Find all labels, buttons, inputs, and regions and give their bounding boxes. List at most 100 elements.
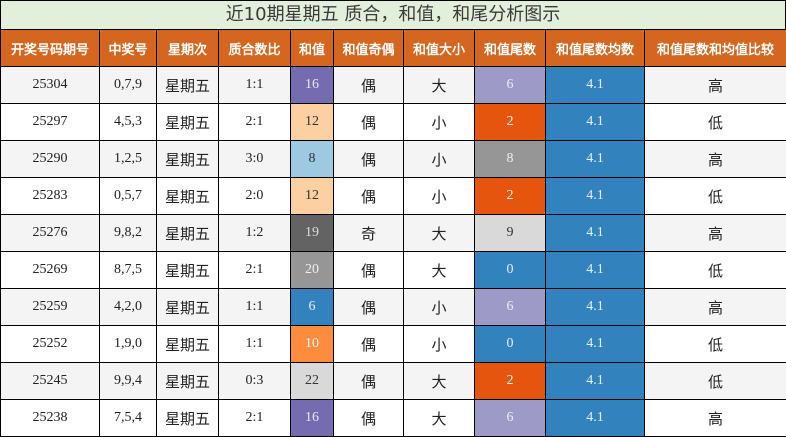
cell-size: 小 xyxy=(404,104,475,141)
cell-sum: 22 xyxy=(291,363,334,400)
cell-weekday: 星期五 xyxy=(157,141,219,178)
table-row: 25304 0,7,9 星期五 1:1 16 偶 大 6 4.1 高 xyxy=(1,67,786,104)
cell-ratio: 2:1 xyxy=(219,400,291,437)
cell-tail: 6 xyxy=(475,289,546,326)
cell-sum: 16 xyxy=(291,400,334,437)
cell-parity: 偶 xyxy=(334,289,404,326)
cell-period: 25283 xyxy=(1,178,100,215)
cell-size: 大 xyxy=(404,363,475,400)
header-parity: 和值奇偶 xyxy=(334,30,404,67)
cell-tail: 6 xyxy=(475,67,546,104)
cell-avg: 4.1 xyxy=(546,178,645,215)
cell-sum: 16 xyxy=(291,67,334,104)
cell-parity: 偶 xyxy=(334,104,404,141)
cell-weekday: 星期五 xyxy=(157,67,219,104)
cell-compare: 低 xyxy=(645,104,786,141)
cell-sum: 10 xyxy=(291,326,334,363)
cell-avg: 4.1 xyxy=(546,400,645,437)
cell-size: 大 xyxy=(404,67,475,104)
cell-compare: 高 xyxy=(645,215,786,252)
cell-compare: 低 xyxy=(645,326,786,363)
cell-parity: 偶 xyxy=(334,178,404,215)
cell-size: 小 xyxy=(404,289,475,326)
cell-sum: 20 xyxy=(291,252,334,289)
cell-weekday: 星期五 xyxy=(157,215,219,252)
cell-avg: 4.1 xyxy=(546,326,645,363)
cell-ratio: 1:1 xyxy=(219,326,291,363)
table-row: 25283 0,5,7 星期五 2:0 12 偶 小 2 4.1 低 xyxy=(1,178,786,215)
cell-avg: 4.1 xyxy=(546,141,645,178)
cell-weekday: 星期五 xyxy=(157,400,219,437)
cell-weekday: 星期五 xyxy=(157,326,219,363)
cell-sum: 19 xyxy=(291,215,334,252)
cell-numbers: 8,7,5 xyxy=(100,252,157,289)
cell-numbers: 1,2,5 xyxy=(100,141,157,178)
analysis-table: 开奖号码期号 中奖号 星期次 质合数比 和值 和值奇偶 和值大小 和值尾数 和值… xyxy=(0,29,786,437)
cell-tail: 8 xyxy=(475,141,546,178)
header-ratio: 质合数比 xyxy=(219,30,291,67)
cell-period: 25238 xyxy=(1,400,100,437)
cell-ratio: 2:1 xyxy=(219,252,291,289)
cell-weekday: 星期五 xyxy=(157,252,219,289)
cell-period: 25276 xyxy=(1,215,100,252)
cell-avg: 4.1 xyxy=(546,104,645,141)
header-size: 和值大小 xyxy=(404,30,475,67)
cell-ratio: 2:1 xyxy=(219,104,291,141)
table-row: 25276 9,8,2 星期五 1:2 19 奇 大 9 4.1 高 xyxy=(1,215,786,252)
cell-period: 25304 xyxy=(1,67,100,104)
cell-ratio: 1:2 xyxy=(219,215,291,252)
header-numbers: 中奖号 xyxy=(100,30,157,67)
cell-weekday: 星期五 xyxy=(157,289,219,326)
table-row: 25245 9,9,4 星期五 0:3 22 偶 大 2 4.1 低 xyxy=(1,363,786,400)
cell-ratio: 2:0 xyxy=(219,178,291,215)
cell-parity: 偶 xyxy=(334,67,404,104)
header-avg: 和值尾数均数 xyxy=(546,30,645,67)
cell-avg: 4.1 xyxy=(546,363,645,400)
cell-size: 大 xyxy=(404,215,475,252)
cell-avg: 4.1 xyxy=(546,252,645,289)
table-row: 25269 8,7,5 星期五 2:1 20 偶 大 0 4.1 低 xyxy=(1,252,786,289)
cell-period: 25245 xyxy=(1,363,100,400)
cell-numbers: 0,5,7 xyxy=(100,178,157,215)
cell-parity: 偶 xyxy=(334,252,404,289)
cell-size: 大 xyxy=(404,400,475,437)
cell-tail: 2 xyxy=(475,104,546,141)
cell-period: 25259 xyxy=(1,289,100,326)
cell-tail: 2 xyxy=(475,363,546,400)
cell-tail: 0 xyxy=(475,326,546,363)
cell-numbers: 0,7,9 xyxy=(100,67,157,104)
header-period: 开奖号码期号 xyxy=(1,30,100,67)
cell-sum: 8 xyxy=(291,141,334,178)
cell-numbers: 7,5,4 xyxy=(100,400,157,437)
cell-avg: 4.1 xyxy=(546,215,645,252)
table-row: 25259 4,2,0 星期五 1:1 6 偶 小 6 4.1 高 xyxy=(1,289,786,326)
cell-numbers: 9,8,2 xyxy=(100,215,157,252)
cell-weekday: 星期五 xyxy=(157,104,219,141)
cell-compare: 低 xyxy=(645,363,786,400)
cell-compare: 低 xyxy=(645,252,786,289)
cell-tail: 9 xyxy=(475,215,546,252)
cell-tail: 2 xyxy=(475,178,546,215)
cell-size: 小 xyxy=(404,141,475,178)
cell-sum: 12 xyxy=(291,178,334,215)
header-weekday: 星期次 xyxy=(157,30,219,67)
cell-parity: 偶 xyxy=(334,141,404,178)
cell-tail: 6 xyxy=(475,400,546,437)
table-row: 25290 1,2,5 星期五 3:0 8 偶 小 8 4.1 高 xyxy=(1,141,786,178)
cell-compare: 高 xyxy=(645,400,786,437)
sheet-title: 近10期星期五 质合，和值，和尾分析图示 xyxy=(0,0,786,29)
cell-ratio: 1:1 xyxy=(219,289,291,326)
cell-numbers: 4,2,0 xyxy=(100,289,157,326)
cell-weekday: 星期五 xyxy=(157,363,219,400)
cell-compare: 高 xyxy=(645,289,786,326)
cell-parity: 偶 xyxy=(334,326,404,363)
cell-parity: 偶 xyxy=(334,400,404,437)
header-row: 开奖号码期号 中奖号 星期次 质合数比 和值 和值奇偶 和值大小 和值尾数 和值… xyxy=(1,30,786,67)
cell-compare: 高 xyxy=(645,67,786,104)
table-row: 25297 4,5,3 星期五 2:1 12 偶 小 2 4.1 低 xyxy=(1,104,786,141)
cell-numbers: 9,9,4 xyxy=(100,363,157,400)
cell-ratio: 3:0 xyxy=(219,141,291,178)
cell-parity: 奇 xyxy=(334,215,404,252)
cell-parity: 偶 xyxy=(334,363,404,400)
